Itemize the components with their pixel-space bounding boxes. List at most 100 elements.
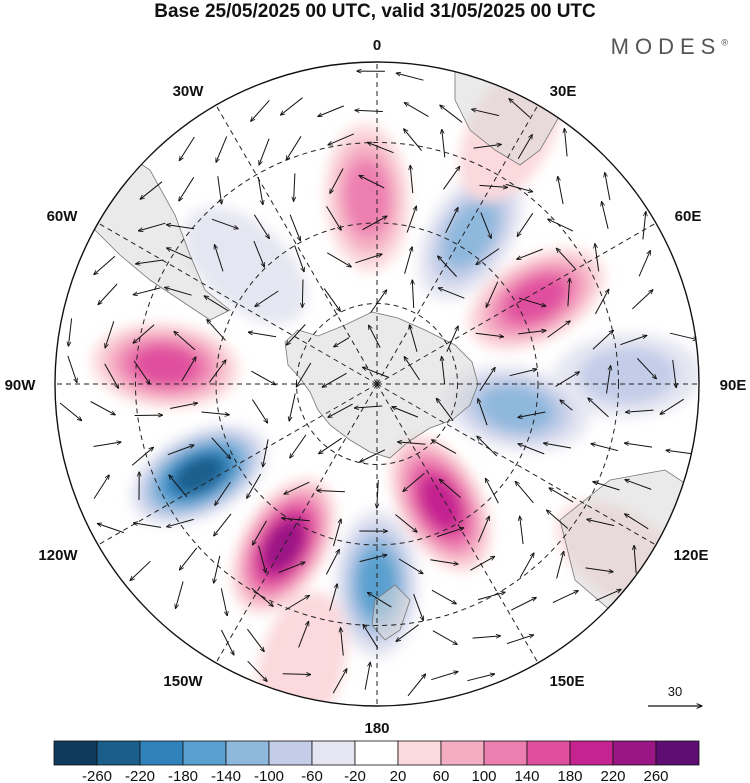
wind-arrow [284,481,310,494]
wind-arrow [286,324,306,346]
wind-arrow [318,105,344,117]
wind-arrow [136,259,164,264]
reference-vector: 30 [648,684,702,706]
colorbar-swatch [354,740,399,766]
wind-arrow [476,248,500,265]
wind-arrow [363,625,379,649]
wind-arrow [363,367,389,378]
wind-arrow [588,398,609,418]
lon-label-60w: 60W [47,208,79,225]
anomaly-center-4 [443,365,590,452]
wind-arrow [477,436,498,457]
wind-arrow [467,674,494,682]
wind-vectors [59,71,697,697]
anomaly-level [132,346,198,385]
wind-arrow [204,296,229,312]
wind-arrow [479,185,508,187]
wind-arrow [558,177,564,205]
wind-arrow [289,214,300,241]
modes-logo: MODES® [611,34,728,60]
colorbar-swatch [225,740,270,766]
wind-arrow [285,596,309,611]
anomaly-center-5 [389,435,492,572]
wind-arrow [432,440,457,454]
wind-arrow [547,510,569,529]
colorbar-swatch [526,740,571,766]
wind-arrow [248,332,277,338]
wind-arrow [368,593,392,608]
wind-arrow [167,518,194,526]
wind-arrow [333,519,342,547]
wind-arrow [587,519,615,527]
wind-arrow [329,584,338,611]
wind-arrow [410,165,414,194]
lon-label-120w: 120W [38,547,78,564]
wind-arrow [176,581,184,609]
wind-arrow [625,514,649,530]
wind-arrow [669,332,697,340]
wind-arrow [606,366,611,394]
wind-arrow [431,672,458,681]
wind-arrow [367,142,394,154]
wind-arrow [443,166,460,190]
lon-label-90e: 90E [720,377,747,394]
wind-arrow [436,398,454,422]
wind-arrow [480,212,491,238]
wind-arrow [431,589,456,604]
wind-arrow [624,443,653,448]
wind-arrow [442,357,446,385]
wind-arrow [298,621,309,648]
wind-arrow [255,290,279,307]
wind-arrow [477,592,505,601]
wind-arrow [139,222,166,231]
wind-arrow [214,555,221,583]
wind-arrow [634,545,636,574]
wind-arrow [170,403,197,409]
wind-arrow [258,545,266,573]
wind-arrow [396,73,424,81]
colorbar-swatch [569,740,614,766]
colorbar-tick-label: 180 [557,768,582,783]
wind-arrow [362,216,388,231]
colorbar-swatch [53,740,98,766]
wind-arrow [359,176,385,189]
chart-title: Base 25/05/2025 00 UTC, valid 31/05/2025… [154,1,596,22]
lon-label-90w: 90W [5,377,37,394]
wind-arrow [518,297,546,306]
wind-arrow [216,136,228,162]
wind-arrow [207,320,226,341]
wind-arrow [251,587,273,606]
anomaly-level [505,276,567,323]
new-zealand-landmass [371,584,411,641]
wind-arrow [505,183,533,191]
wind-arrow [165,287,192,296]
wind-arrow [396,624,419,642]
wind-arrow [560,400,573,411]
wind-arrow [181,357,196,382]
antarctica-landmass [284,311,479,459]
wind-arrow [549,488,574,503]
colorbar-swatch [96,740,141,766]
wind-arrow [355,254,382,264]
wind-arrow [511,598,536,611]
wind-arrow [296,362,312,387]
wind-arrow [472,636,501,638]
wind-arrow [247,473,262,498]
colorbar-tick-label: -100 [254,768,284,783]
wind-arrow [632,290,653,310]
wind-arrow [211,437,231,459]
wind-arrow [440,105,463,123]
wind-arrow [407,674,426,697]
wind-arrow [518,411,546,417]
wind-arrow [90,401,116,415]
anomaly-level [344,158,390,237]
wind-arrow [93,442,122,447]
wind-arrow [506,635,534,645]
wind-arrow [330,168,344,194]
wind-arrow [282,674,311,675]
map-border [54,61,700,707]
wind-arrow [253,240,265,267]
colorbar-swatch [268,740,313,766]
wind-arrow [328,403,353,417]
